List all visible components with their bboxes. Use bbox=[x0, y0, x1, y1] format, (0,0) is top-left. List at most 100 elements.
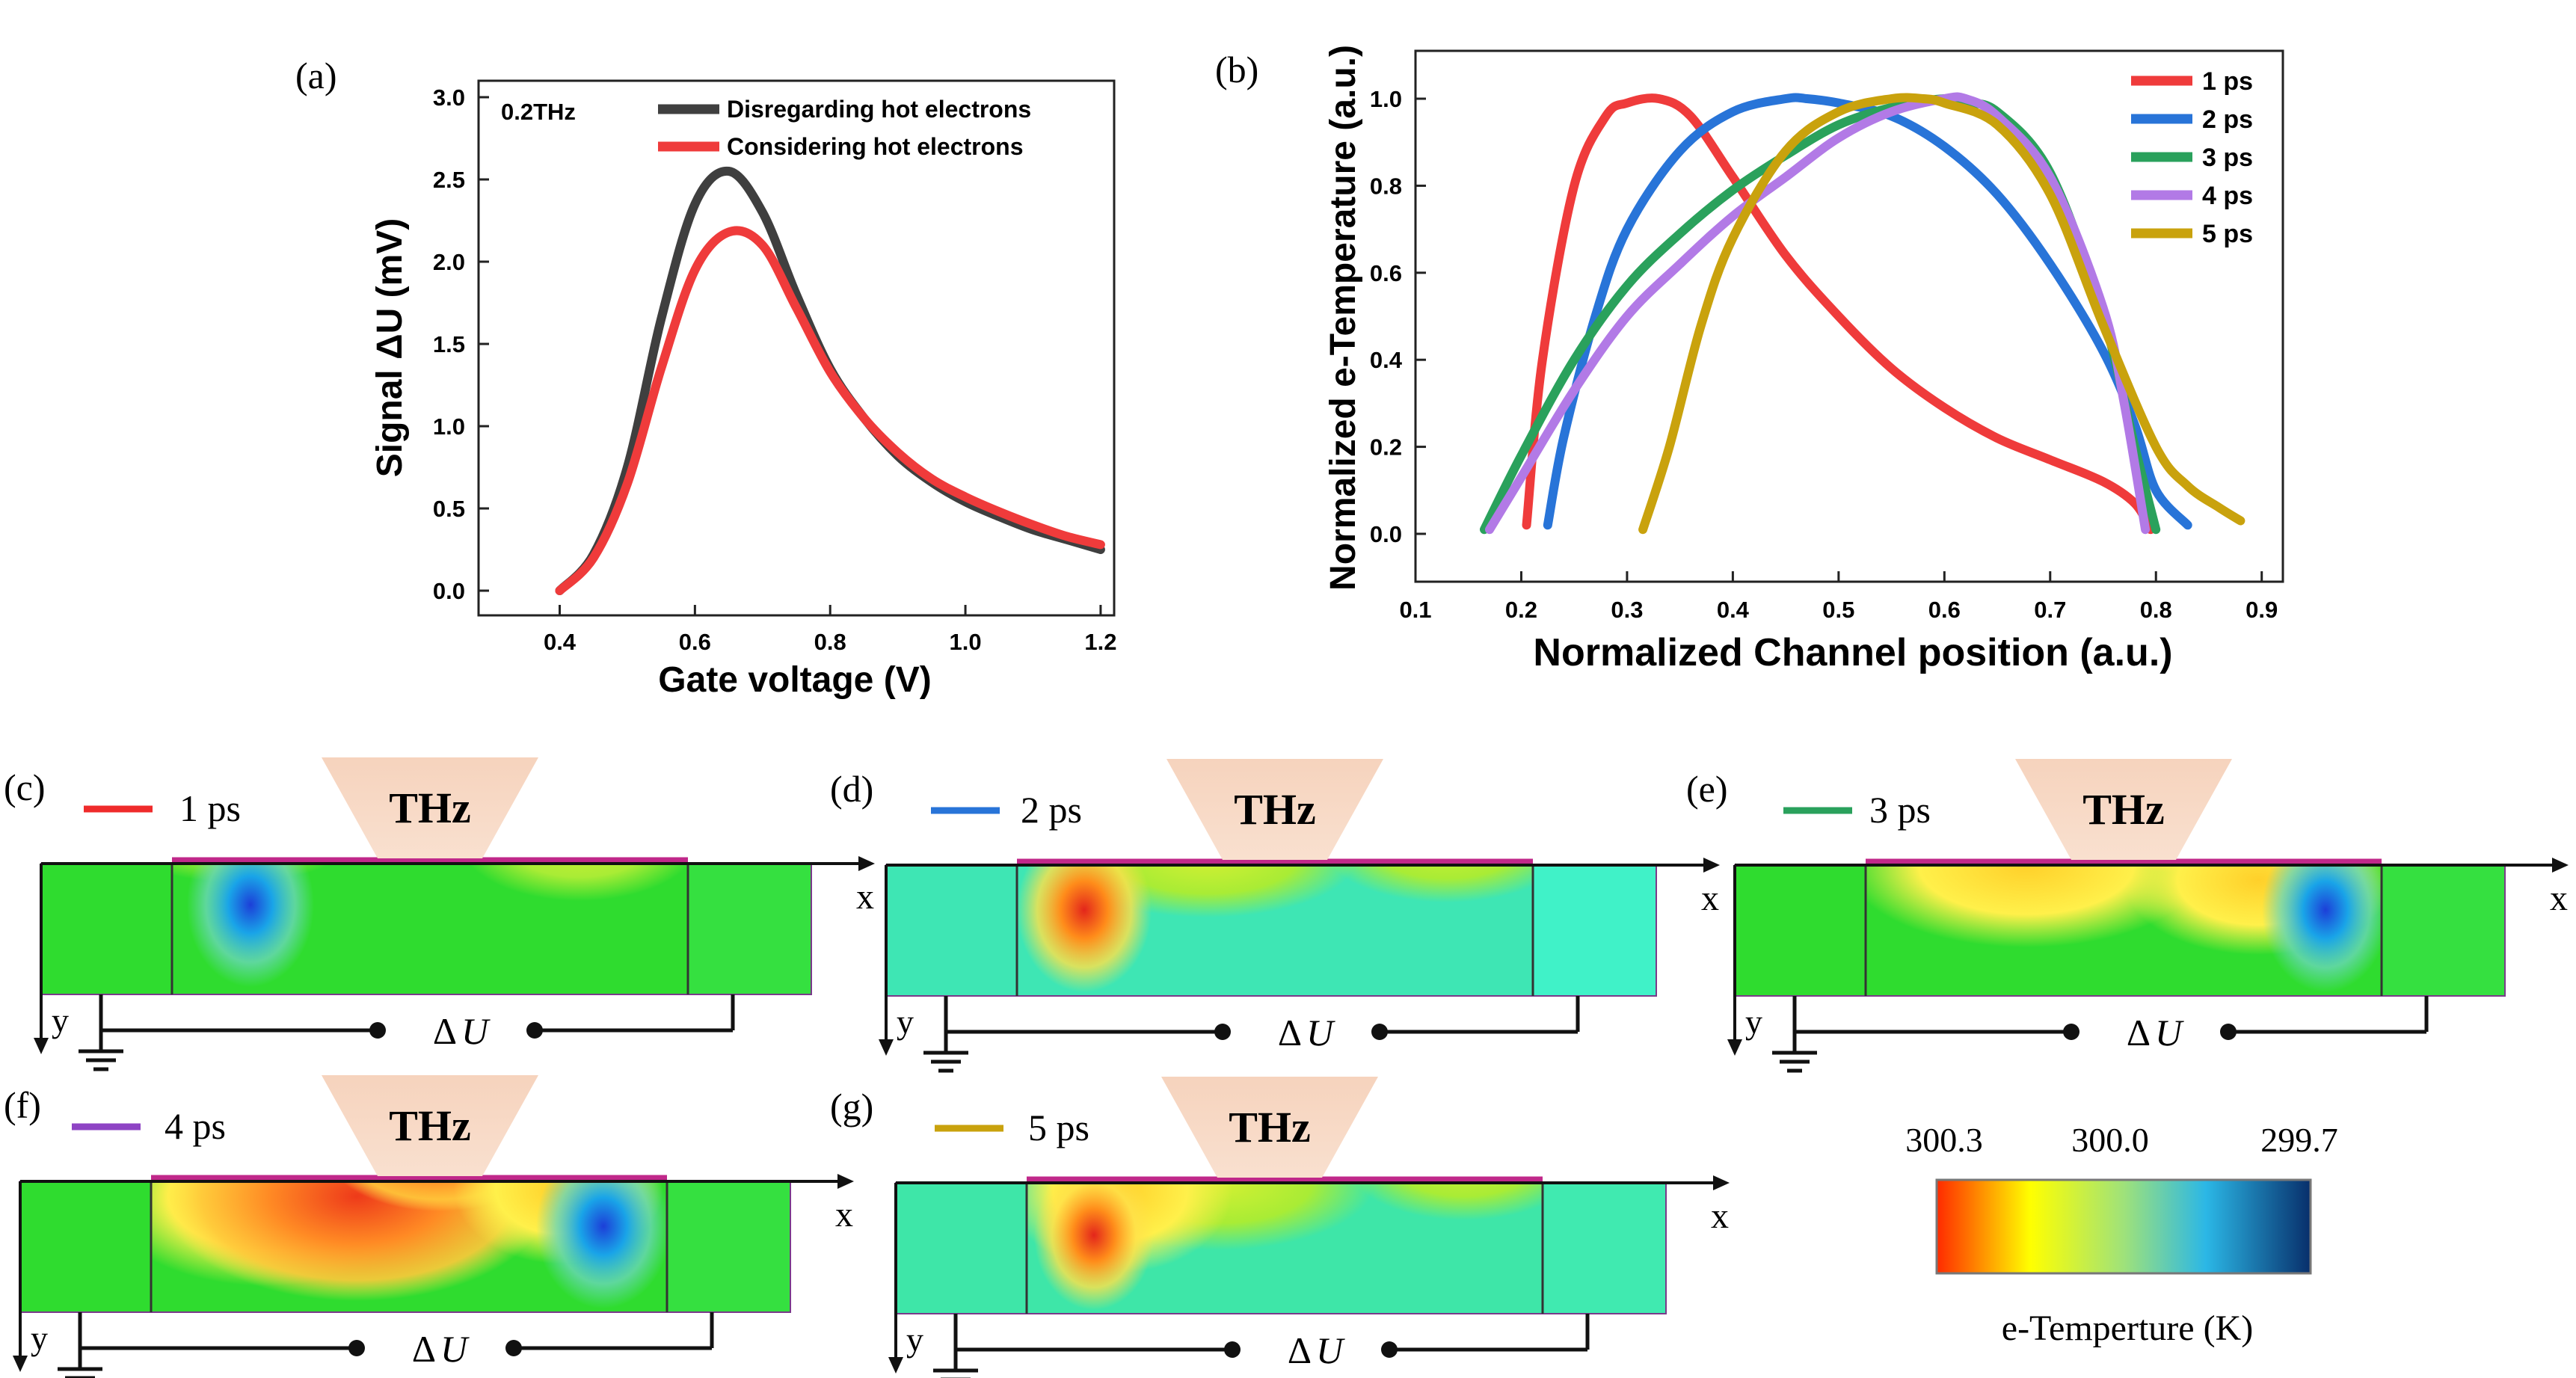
legend-label-considering: Considering hot electrons bbox=[727, 133, 1023, 160]
temperature-spot bbox=[468, 864, 688, 901]
panel-b: (b) 0.1 0.2 0.3 0.4 0.5 0.6 0.7 0.8 0.9 0.00.20.… bbox=[1215, 45, 2284, 674]
source-region bbox=[41, 864, 172, 994]
panel-a-label: (a) bbox=[295, 55, 337, 96]
x-axis-label: x bbox=[2550, 879, 2568, 918]
x-tick-label: 0.8 bbox=[814, 629, 846, 655]
signal-label: Δ bbox=[433, 1010, 457, 1052]
thz-trapezoid bbox=[322, 757, 538, 858]
terminal-dot bbox=[1371, 1024, 1388, 1040]
thz-beam: THz bbox=[2015, 759, 2232, 860]
temperature-spot bbox=[2262, 865, 2382, 992]
drain-region bbox=[1533, 865, 1656, 996]
thz-trapezoid bbox=[2015, 759, 2232, 860]
panel-b-plot-frame bbox=[1414, 49, 2284, 583]
drain-region bbox=[2382, 865, 2505, 996]
x-axis-arrow bbox=[2552, 858, 2569, 873]
y-tick-label: 0.0 bbox=[1370, 521, 1402, 547]
x-axis-arrow bbox=[1713, 1175, 1730, 1190]
device-panel-f: x y Δ U bbox=[13, 1174, 854, 1378]
series-line-disregarding bbox=[555, 166, 1105, 595]
temperature-spot bbox=[162, 1181, 551, 1301]
series-line-5ps bbox=[1638, 93, 2245, 535]
x-axis-arrow bbox=[1703, 858, 1720, 873]
x-axis-arrow bbox=[858, 856, 875, 871]
thz-trapezoid bbox=[1161, 1077, 1378, 1178]
legend-label-disregarding: Disregarding hot electrons bbox=[727, 96, 1031, 123]
temperature-spot bbox=[1866, 865, 2206, 947]
temperature-spot bbox=[536, 1181, 667, 1308]
channel-temperature-map bbox=[1027, 1183, 1543, 1314]
panel-a-x-axis-label: Gate voltage (V) bbox=[658, 660, 931, 700]
temperature-spot bbox=[1329, 865, 1533, 902]
time-legend-label: 4 ps bbox=[165, 1105, 226, 1147]
signal-label: Δ bbox=[412, 1328, 436, 1370]
y-tick-label: 0.0 bbox=[433, 578, 465, 604]
x-tick-label: 0.1 bbox=[1399, 597, 1431, 623]
panel-label: (c) bbox=[4, 766, 46, 808]
source-region bbox=[20, 1181, 151, 1312]
terminal-dot bbox=[2063, 1024, 2079, 1040]
terminal-dot bbox=[526, 1022, 543, 1039]
x-axis-label: x bbox=[1701, 879, 1719, 918]
terminal-dot bbox=[1214, 1024, 1231, 1040]
time-legend-label: 2 ps bbox=[1021, 789, 1082, 831]
signal-label: U bbox=[461, 1010, 491, 1052]
source-region bbox=[886, 865, 1017, 996]
x-tick-label: 0.3 bbox=[1611, 597, 1643, 623]
temperature-spot bbox=[1034, 1183, 1154, 1310]
colorbar-title: e-Temperture (K) bbox=[2002, 1308, 2253, 1348]
colorbar: 300.3 300.0 299.7 e-Temperture (K) bbox=[1905, 1121, 2338, 1348]
y-tick-label: 3.0 bbox=[433, 84, 465, 111]
x-axis-label: x bbox=[835, 1195, 853, 1234]
signal-label: U bbox=[440, 1328, 470, 1370]
series-line-1ps bbox=[1522, 93, 2156, 535]
device-panel-g: x y Δ U bbox=[888, 1175, 1730, 1378]
y-axis-label: y bbox=[31, 1319, 48, 1357]
y-tick-label: 0.2 bbox=[1370, 434, 1402, 461]
panel-a-x-ticks: 0.4 0.6 0.8 1.0 1.2 bbox=[544, 605, 1116, 655]
y-axis-arrow bbox=[13, 1356, 28, 1372]
signal-label: U bbox=[1316, 1329, 1345, 1371]
x-tick-label: 0.2 bbox=[1505, 597, 1537, 623]
y-axis-label: y bbox=[906, 1320, 923, 1359]
y-tick-label: 2.5 bbox=[433, 167, 465, 193]
series-line-2ps bbox=[1543, 93, 2192, 530]
thz-label: THz bbox=[389, 1101, 471, 1150]
thz-beam: THz bbox=[1166, 759, 1383, 860]
y-axis-arrow bbox=[879, 1039, 894, 1056]
thz-beam: THz bbox=[322, 1075, 538, 1176]
temperature-spot bbox=[1353, 1183, 1543, 1220]
signal-label: Δ bbox=[1278, 1012, 1302, 1054]
x-tick-label: 1.0 bbox=[950, 629, 982, 655]
x-axis-arrow bbox=[837, 1174, 854, 1189]
thz-trapezoid bbox=[322, 1075, 538, 1176]
panel-label: (e) bbox=[1686, 768, 1728, 810]
thz-label: THz bbox=[1229, 1103, 1311, 1151]
source-region bbox=[896, 1183, 1027, 1314]
legend-label: 4 ps bbox=[2202, 182, 2253, 210]
y-axis-arrow bbox=[34, 1038, 49, 1054]
panel-a-annotation: 0.2THz bbox=[501, 99, 576, 125]
y-axis-arrow bbox=[1727, 1039, 1742, 1056]
y-tick-label: 1.0 bbox=[1370, 86, 1402, 112]
terminal-dot bbox=[348, 1340, 365, 1356]
y-tick-label: 0.6 bbox=[1370, 260, 1402, 286]
signal-label: U bbox=[1306, 1012, 1335, 1054]
panel-a-y-axis-label: Signal ΔU (mV) bbox=[370, 218, 410, 478]
panel-a-y-ticks: 0.0 0.5 1.0 1.5 2.0 2.5 3.0 bbox=[433, 84, 489, 604]
colorbar-tick-label: 300.0 bbox=[2071, 1121, 2149, 1159]
panel-b-series bbox=[1480, 92, 2245, 535]
channel-temperature-map bbox=[172, 864, 688, 994]
temperature-spot bbox=[1017, 865, 1152, 992]
y-axis-label: y bbox=[897, 1003, 914, 1041]
time-legend-label: 5 ps bbox=[1028, 1107, 1089, 1148]
panel-a-legend: Disregarding hot electrons Considering h… bbox=[658, 96, 1031, 160]
panel-label: (f) bbox=[4, 1084, 41, 1126]
y-tick-label: 0.8 bbox=[1370, 173, 1402, 199]
device-panel-e: x y Δ U bbox=[1727, 858, 2569, 1073]
y-axis-label: y bbox=[52, 1001, 69, 1039]
time-legend-label: 3 ps bbox=[1869, 789, 1931, 831]
panel-a: (a) 0.4 0.6 0.8 1.0 1.2 0.0 0.5 1.0 1.5 2.0 2.5 3.… bbox=[295, 55, 1116, 700]
y-tick-label: 0.4 bbox=[1370, 347, 1403, 373]
